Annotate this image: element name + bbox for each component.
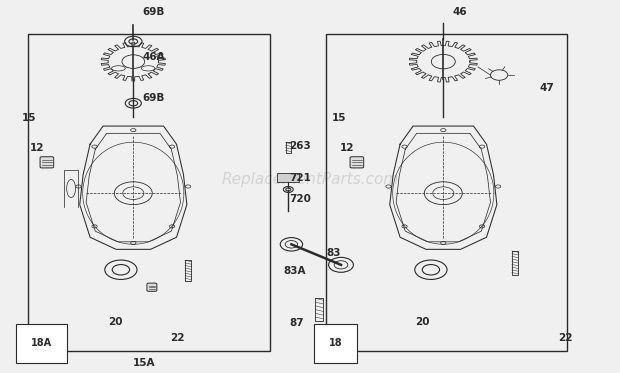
Text: 46: 46 bbox=[453, 7, 467, 17]
Text: 15A: 15A bbox=[133, 358, 156, 367]
FancyBboxPatch shape bbox=[350, 157, 364, 168]
Text: 15: 15 bbox=[22, 113, 36, 123]
Text: 46A: 46A bbox=[143, 52, 165, 62]
Text: 18A: 18A bbox=[31, 338, 52, 348]
FancyBboxPatch shape bbox=[147, 283, 157, 291]
FancyBboxPatch shape bbox=[40, 157, 54, 168]
Text: 20: 20 bbox=[108, 317, 123, 327]
Text: 83A: 83A bbox=[283, 266, 306, 276]
Text: 69B: 69B bbox=[143, 93, 165, 103]
FancyBboxPatch shape bbox=[277, 173, 299, 182]
Text: 263: 263 bbox=[290, 141, 311, 151]
Text: 87: 87 bbox=[290, 319, 304, 328]
Text: 18: 18 bbox=[329, 338, 342, 348]
Text: 47: 47 bbox=[539, 84, 554, 93]
Text: 12: 12 bbox=[340, 143, 354, 153]
Text: 12: 12 bbox=[30, 143, 44, 153]
Text: 22: 22 bbox=[558, 333, 572, 343]
Text: 720: 720 bbox=[290, 194, 311, 204]
Text: 69B: 69B bbox=[143, 7, 165, 17]
Text: 721: 721 bbox=[290, 173, 311, 183]
Text: 83: 83 bbox=[327, 248, 341, 257]
Text: 22: 22 bbox=[170, 333, 185, 343]
Text: 20: 20 bbox=[415, 317, 430, 327]
Text: 15: 15 bbox=[332, 113, 346, 123]
Text: ReplacementParts.com: ReplacementParts.com bbox=[221, 172, 399, 186]
